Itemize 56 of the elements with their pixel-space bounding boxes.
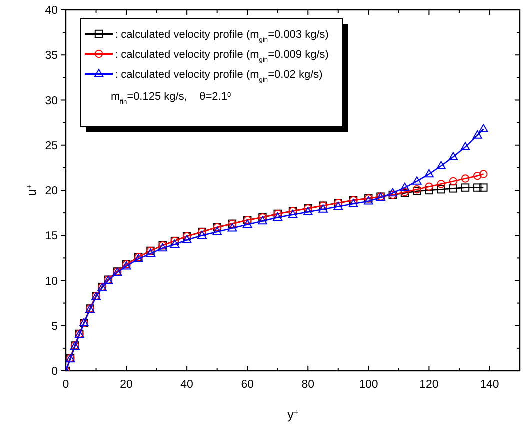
point: [198, 230, 207, 240]
point: [242, 220, 252, 228]
point: [437, 180, 446, 188]
y-tick-label: 40: [45, 5, 58, 17]
legend-label: : calculated velocity profile (m$_{gin}$=0.009 kg/s): [115, 49, 329, 64]
x-tick-label: 40: [180, 379, 194, 391]
point: [303, 207, 313, 216]
point: [437, 185, 446, 194]
point: [318, 204, 328, 213]
point: [258, 216, 268, 225]
point: [170, 240, 180, 248]
point: [480, 170, 488, 178]
point: [182, 235, 192, 244]
x-tick-label: 120: [420, 379, 439, 391]
x-tick-label: 80: [302, 379, 315, 391]
point: [425, 186, 434, 195]
y-tick-label: 25: [45, 140, 58, 152]
y-tick-label: 0: [52, 366, 58, 378]
point: [448, 152, 458, 160]
point: [474, 184, 482, 192]
point: [388, 188, 398, 197]
x-tick-label: 0: [62, 379, 70, 391]
x-axis-title: y$^{+}$: [287, 407, 299, 422]
point: [400, 182, 410, 192]
point: [436, 161, 446, 170]
point: [474, 172, 482, 180]
point: [460, 142, 470, 151]
point: [228, 224, 238, 232]
x-tick-label: 100: [359, 379, 378, 391]
point: [461, 184, 470, 192]
point: [480, 184, 488, 192]
y-tick-label: 15: [45, 230, 58, 243]
point: [461, 174, 470, 183]
y-tick-label: 10: [45, 276, 58, 288]
point: [273, 212, 283, 221]
point: [212, 227, 222, 236]
point: [334, 202, 344, 210]
x-tick-label: 20: [120, 379, 133, 391]
y-tick-label: 35: [45, 50, 58, 62]
point: [449, 184, 458, 193]
y-tick-label: 20: [45, 186, 58, 198]
point: [449, 177, 458, 186]
x-tick-label: 140: [480, 379, 500, 391]
point: [348, 199, 358, 208]
point: [412, 176, 422, 185]
point: [478, 124, 488, 133]
point: [425, 182, 434, 191]
y-tick-label: 30: [45, 95, 58, 108]
legend-label: : calculated velocity profile (m$_{gin}$=0.02 kg/s): [115, 69, 323, 84]
point: [472, 130, 482, 139]
x-tick-label: 60: [241, 379, 254, 391]
legend-label: : calculated velocity profile (m$_{gin}$=0.003 kg/s): [115, 29, 329, 44]
annotation: m$_{fin}$=0.125 kg/s, θ=2.1$^{0}$: [111, 91, 232, 106]
y-tick-label: 5: [52, 320, 58, 333]
point: [424, 169, 434, 178]
point: [288, 210, 298, 218]
